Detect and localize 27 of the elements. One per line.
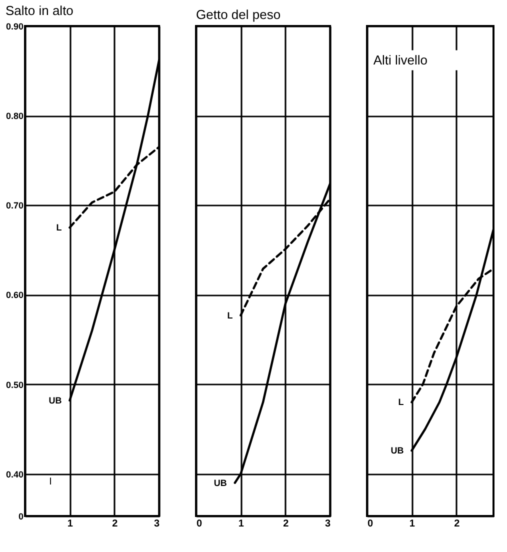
- x-tick-label: 3: [154, 518, 160, 530]
- y-tick-label: 0.50: [6, 380, 24, 390]
- y-tick-label: 0.80: [6, 111, 24, 122]
- y-tick-label: 0.70: [6, 200, 24, 211]
- series-label: L: [56, 222, 62, 233]
- series-label: UB: [48, 395, 62, 406]
- series-label: L: [227, 310, 234, 320]
- x-tick-label: 0: [368, 518, 374, 530]
- series-label: UB: [390, 446, 404, 456]
- x-tick-label: 2: [283, 518, 290, 530]
- x-tick-label: 0: [196, 518, 202, 530]
- series-label: UB: [214, 478, 228, 488]
- y-tick-label: 0.90: [6, 22, 24, 32]
- series-label: L: [398, 397, 404, 408]
- y-tick-label: 0: [18, 512, 24, 522]
- x-tick-label: 1: [67, 518, 74, 530]
- x-tick-label: 2: [112, 518, 118, 530]
- annotation: I: [49, 476, 52, 488]
- chart-title: Salto in alto: [5, 3, 74, 18]
- y-tick-label: 0.60: [6, 290, 24, 300]
- x-tick-label: 1: [409, 518, 416, 530]
- y-tick-label: 0.40: [6, 469, 24, 480]
- x-tick-label: 3: [325, 518, 332, 530]
- chart-title: Getto del peso: [196, 7, 281, 22]
- x-tick-label: 2: [454, 518, 460, 530]
- annotation: Alti livello: [373, 52, 428, 68]
- x-tick-label: 1: [238, 518, 244, 530]
